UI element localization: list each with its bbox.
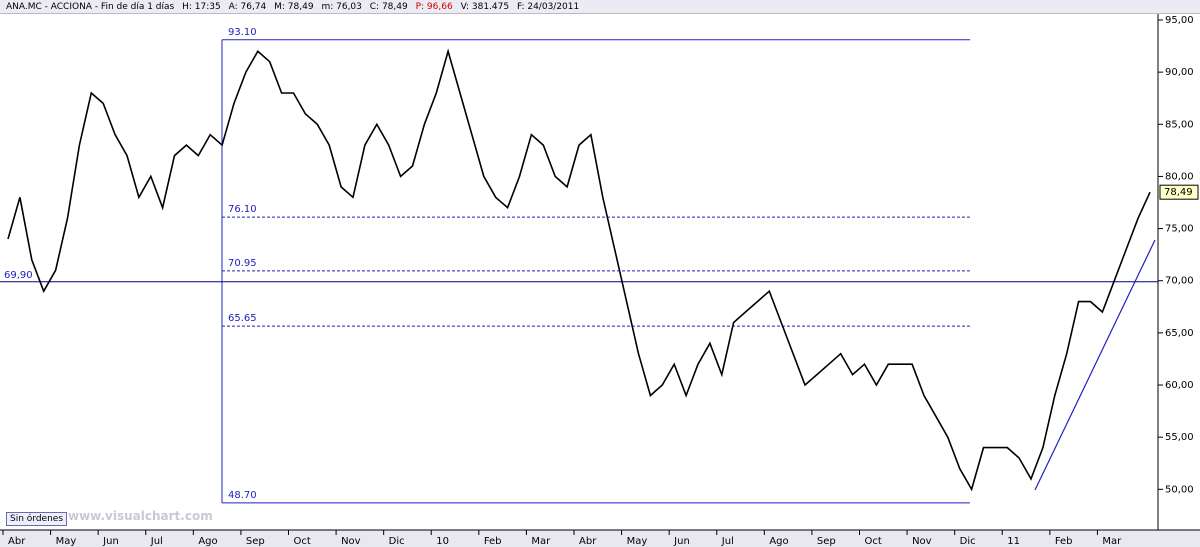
header-item: A: 76,74 bbox=[228, 2, 267, 12]
price-line bbox=[7, 48, 1151, 492]
y-tick-label: 90,00 bbox=[1165, 67, 1194, 78]
header-item: V: 381.475 bbox=[460, 2, 510, 12]
x-tick-label: Sep bbox=[246, 536, 265, 547]
x-axis-strip bbox=[0, 530, 1200, 547]
y-tick-label: 80,00 bbox=[1165, 171, 1194, 182]
y-tick-label: 65,00 bbox=[1165, 328, 1194, 339]
header-item: M: 78,49 bbox=[274, 2, 314, 12]
x-tick-label: 10 bbox=[436, 536, 449, 547]
x-tick-label: Nov bbox=[341, 536, 361, 547]
x-tick-label: Oct bbox=[865, 536, 882, 547]
header-item: H: 17:35 bbox=[182, 2, 221, 12]
x-tick-label: Jul bbox=[150, 536, 163, 547]
header-item: ANA.MC - ACCIONA - Fin de día 1 días bbox=[6, 2, 175, 12]
x-tick-label: Ago bbox=[198, 536, 217, 547]
price-tag-label: 78,49 bbox=[1164, 187, 1193, 198]
x-tick-label: Jun bbox=[102, 536, 119, 547]
orders-button[interactable]: Sin órdenes bbox=[6, 512, 68, 526]
fibonacci-label: 76.10 bbox=[228, 204, 257, 215]
x-tick-label: 11 bbox=[1007, 536, 1020, 547]
fibonacci-label: 48.70 bbox=[228, 490, 257, 501]
x-tick-label: Jul bbox=[721, 536, 734, 547]
y-tick-label: 95,00 bbox=[1165, 15, 1194, 26]
header-bar: ANA.MC - ACCIONA - Fin de día 1 días H: … bbox=[0, 0, 1200, 14]
trend-line bbox=[1034, 239, 1156, 491]
price-tag bbox=[1159, 184, 1199, 200]
x-tick-label: Dic bbox=[389, 536, 405, 547]
x-tick-label: Feb bbox=[484, 536, 502, 547]
header-item: C: 78,49 bbox=[369, 2, 408, 12]
fibonacci-label: 65.65 bbox=[228, 313, 257, 324]
y-tick-label: 70,00 bbox=[1165, 276, 1194, 287]
y-tick-label: 75,00 bbox=[1165, 224, 1194, 235]
y-tick-label: 85,00 bbox=[1165, 119, 1194, 130]
support-label: 69,90 bbox=[4, 270, 33, 281]
x-tick-label: May bbox=[627, 536, 648, 547]
x-tick-label: Oct bbox=[294, 536, 311, 547]
header-item: P: 96,66 bbox=[415, 2, 453, 12]
x-tick-label: Dic bbox=[960, 536, 976, 547]
x-tick-label: Sep bbox=[817, 536, 836, 547]
x-tick-label: Mar bbox=[1102, 536, 1122, 547]
x-tick-label: Ago bbox=[769, 536, 788, 547]
x-tick-label: Jun bbox=[673, 536, 690, 547]
x-tick-label: May bbox=[56, 536, 77, 547]
fibonacci-label: 70.95 bbox=[228, 258, 257, 269]
y-tick-label: 60,00 bbox=[1165, 380, 1194, 391]
y-tick-label: 55,00 bbox=[1165, 432, 1194, 443]
x-tick-label: Abr bbox=[8, 536, 26, 547]
header-item: m: 76,03 bbox=[321, 2, 362, 12]
x-tick-label: Abr bbox=[579, 536, 597, 547]
y-tick-label: 50,00 bbox=[1165, 484, 1194, 495]
header-item: F: 24/03/2011 bbox=[516, 2, 580, 12]
x-tick-label: Nov bbox=[912, 536, 932, 547]
fibonacci-label: 93.10 bbox=[228, 27, 257, 38]
x-tick-label: Feb bbox=[1055, 536, 1073, 547]
watermark: www.visualchart.com bbox=[68, 509, 213, 523]
x-tick-label: Mar bbox=[531, 536, 551, 547]
